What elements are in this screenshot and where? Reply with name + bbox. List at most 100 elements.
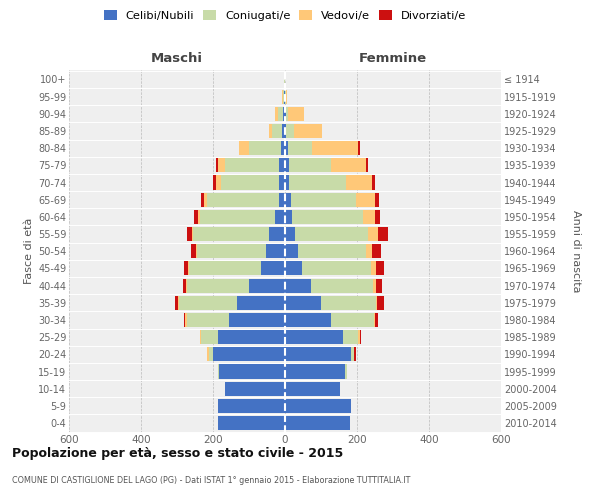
Bar [275,210,285,224]
Bar [218,330,285,344]
Bar [218,416,285,430]
Bar [238,296,285,310]
Bar [311,278,373,292]
Bar [201,330,218,344]
Bar [207,348,209,362]
Bar [218,158,224,172]
Bar [184,313,185,327]
Bar [220,364,285,378]
Text: Femmine: Femmine [359,52,427,65]
Bar [187,227,192,241]
Bar [376,278,382,292]
Bar [286,90,287,104]
Bar [284,90,285,104]
Bar [350,348,354,362]
Bar [209,348,213,362]
Bar [346,176,372,190]
Bar [285,330,343,344]
Bar [358,330,360,344]
Bar [188,262,189,276]
Bar [266,244,285,258]
Bar [286,124,295,138]
Bar [368,227,378,241]
Bar [184,262,188,276]
Bar [213,348,285,362]
Bar [285,296,321,310]
Bar [272,124,282,138]
Bar [249,278,285,292]
Bar [189,262,260,276]
Bar [313,141,358,155]
Bar [192,227,193,241]
Bar [358,141,360,155]
Bar [289,176,346,190]
Bar [216,158,218,172]
Bar [191,244,196,258]
Bar [354,348,356,362]
Bar [367,158,368,172]
Bar [224,382,285,396]
Bar [285,124,286,138]
Bar [187,313,229,327]
Bar [286,107,288,121]
Bar [221,176,279,190]
Bar [364,210,375,224]
Bar [185,278,187,292]
Bar [197,244,266,258]
Legend: Celibi/Nubili, Coniugati/e, Vedovi/e, Divorziati/e: Celibi/Nubili, Coniugati/e, Vedovi/e, Di… [100,6,470,25]
Bar [281,141,285,155]
Bar [194,210,198,224]
Bar [215,176,221,190]
Y-axis label: Fasce di età: Fasce di età [23,218,34,284]
Bar [365,244,372,258]
Bar [285,244,298,258]
Bar [200,210,275,224]
Bar [288,107,304,121]
Bar [285,158,289,172]
Bar [331,158,367,172]
Bar [285,141,288,155]
Bar [371,262,376,276]
Bar [224,158,278,172]
Bar [292,210,364,224]
Bar [285,227,295,241]
Bar [196,244,197,258]
Bar [283,90,284,104]
Bar [269,227,285,241]
Bar [185,313,187,327]
Bar [321,296,376,310]
Bar [249,141,281,155]
Bar [269,124,272,138]
Bar [285,262,302,276]
Bar [298,244,365,258]
Bar [285,192,291,207]
Text: COMUNE DI CASTIGLIONE DEL LAGO (PG) - Dati ISTAT 1° gennaio 2015 - Elaborazione : COMUNE DI CASTIGLIONE DEL LAGO (PG) - Da… [12,476,410,485]
Bar [377,296,383,310]
Bar [193,227,269,241]
Bar [200,330,201,344]
Bar [288,141,313,155]
Bar [282,90,283,104]
Bar [285,90,286,104]
Bar [218,399,285,413]
Bar [346,364,347,378]
Bar [218,364,220,378]
Bar [282,124,285,138]
Bar [285,364,346,378]
Bar [372,244,381,258]
Bar [278,107,283,121]
Bar [373,278,376,292]
Bar [375,192,379,207]
Bar [375,313,378,327]
Bar [179,296,238,310]
Bar [239,141,249,155]
Bar [295,227,368,241]
Bar [183,278,185,292]
Bar [285,278,311,292]
Bar [302,262,371,276]
Bar [285,210,292,224]
Bar [376,262,385,276]
Bar [285,416,350,430]
Bar [283,107,285,121]
Bar [203,192,206,207]
